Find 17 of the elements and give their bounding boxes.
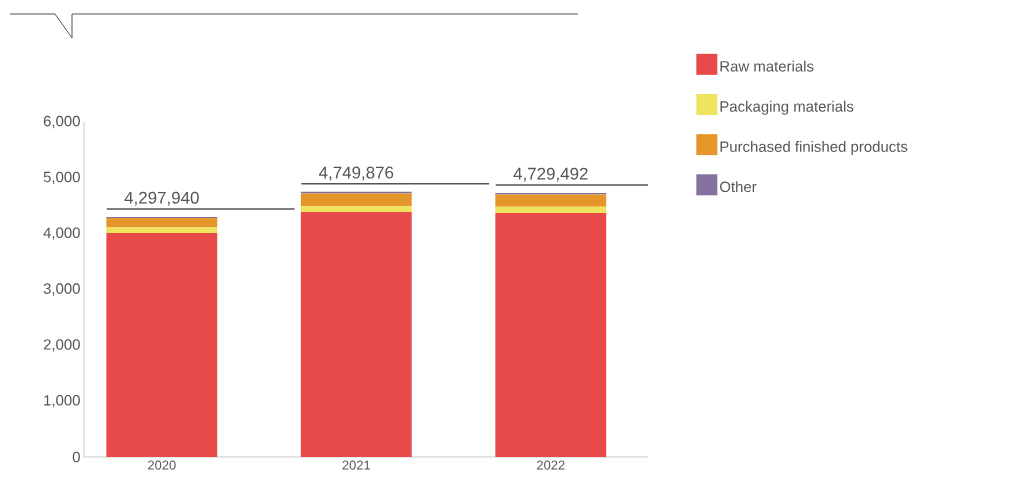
legend-label: Other [720, 181, 757, 193]
y-tick-label: 4,000 [43, 227, 80, 240]
x-tick-label: 2022 [537, 460, 565, 470]
x-tick-label: 2021 [342, 460, 371, 470]
y-tick-label: 6,000 [43, 115, 80, 129]
y-tick-label: 5,000 [43, 171, 80, 184]
legend-label: Purchased finished products [720, 140, 908, 155]
legend-label: Raw materials [720, 60, 814, 72]
x-tick-label: 2020 [148, 460, 176, 470]
y-tick-label: 3,000 [43, 283, 80, 296]
annotation: 4,749,876 [319, 166, 394, 181]
y-tick-label: 2,000 [43, 339, 80, 352]
y-tick-label: 1,000 [44, 394, 80, 408]
annotation: 4,297,940 [124, 191, 199, 206]
legend-label: Packaging materials [720, 100, 854, 115]
annotation: 4,729,492 [513, 167, 588, 182]
y-tick-label: 0 [72, 451, 80, 463]
